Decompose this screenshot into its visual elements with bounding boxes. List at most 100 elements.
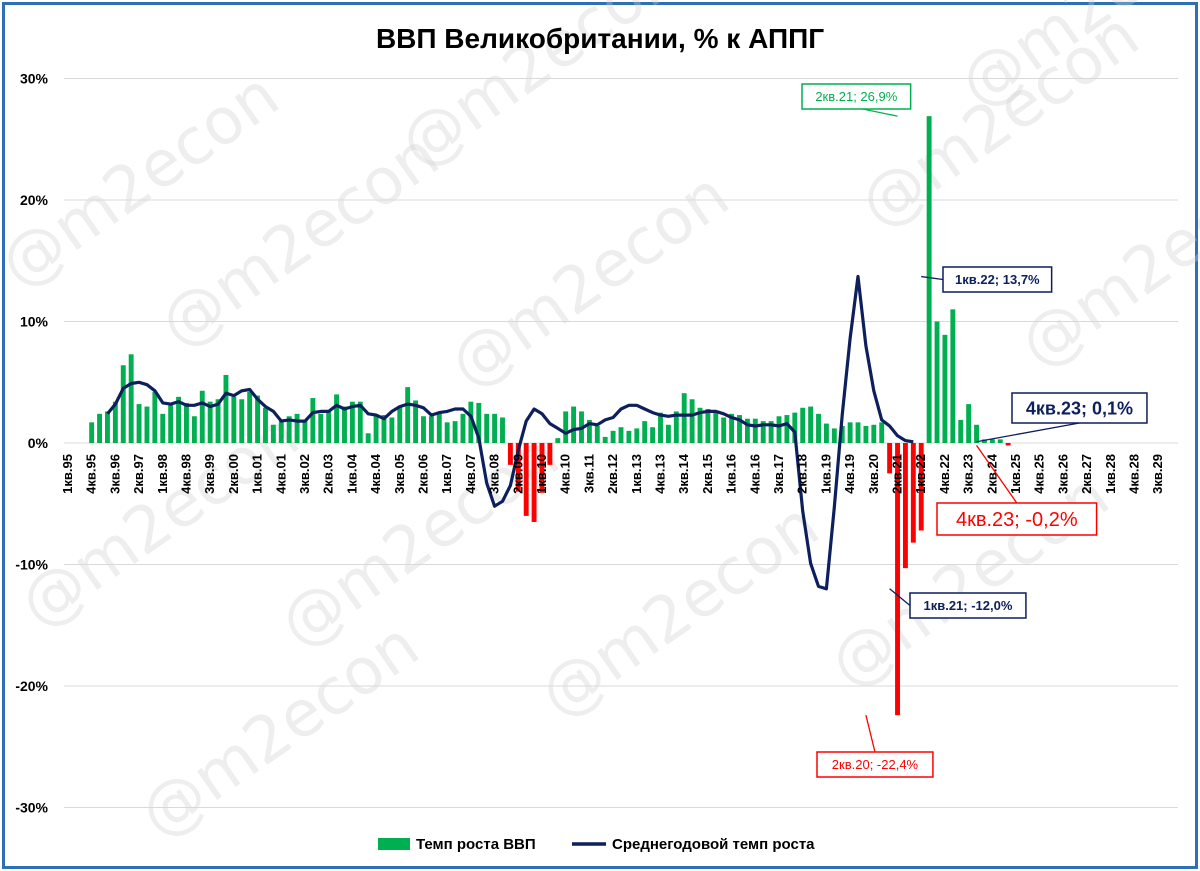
x-tick-label-7: 2кв.00 [226, 454, 241, 494]
gdp-bar-40 [381, 415, 387, 443]
gdp-bar-21 [231, 396, 237, 443]
x-tick-label-13: 4кв.04 [368, 453, 383, 494]
gdp-bar-44 [413, 400, 419, 443]
x-tick-label-17: 4кв.07 [463, 454, 478, 494]
x-tick-label-2: 3кв.96 [107, 454, 122, 494]
gdp-bar-64 [571, 406, 577, 443]
gdp-bar-114 [966, 404, 972, 443]
x-tick-label-42: 3кв.26 [1055, 454, 1070, 494]
x-tick-label-14: 3кв.05 [392, 454, 407, 494]
annotation-leader-3 [975, 445, 1018, 504]
gdp-bar-88 [760, 421, 766, 443]
x-tick-label-28: 1кв.16 [724, 454, 739, 494]
gdp-bar-96 [823, 423, 829, 443]
gdp-bar-9 [136, 404, 142, 443]
gdp-bar-58 [523, 443, 529, 516]
x-tick-label-30: 3кв.17 [771, 454, 786, 494]
gdp-bar-77 [673, 411, 679, 443]
y-tick-label-3: 0% [28, 435, 49, 451]
x-tick-label-9: 4кв.01 [273, 454, 288, 494]
gdp-bar-108 [918, 443, 924, 531]
x-tick-label-24: 1кв.13 [629, 454, 644, 494]
gdp-bar-66 [586, 419, 592, 443]
x-tick-label-0: 1кв.95 [60, 454, 75, 494]
gdp-bar-19 [215, 399, 221, 443]
gdp-bar-53 [484, 413, 490, 443]
gdp-bar-59 [531, 443, 537, 522]
gdp-bar-61 [547, 443, 553, 465]
x-tick-label-44: 1кв.28 [1103, 454, 1118, 494]
gdp-bar-5 [105, 411, 110, 443]
gdp-bar-25 [263, 407, 268, 443]
gdp-bar-20 [223, 374, 229, 443]
gdp-bar-110 [934, 321, 940, 443]
gdp-bar-13 [168, 404, 174, 443]
gdp-bar-93 [800, 407, 806, 443]
gdp-bar-27 [278, 421, 284, 443]
annotation-box-0 [801, 83, 912, 110]
gdp-bar-22 [239, 399, 245, 443]
gdp-bar-51 [468, 401, 474, 443]
gdp-bar-87 [752, 418, 758, 443]
gdp-bar-95 [816, 413, 821, 443]
gridlines [64, 78, 1178, 808]
gdp-bar-106 [902, 443, 908, 569]
annotation-box-4 [909, 592, 1027, 619]
annotations: 2кв.21; 26,9% 1кв.22; 13,7% 4кв.23; 0,1% 4к… [801, 83, 1148, 778]
gdp-bar-83 [721, 417, 727, 443]
x-tick-label-40: 1кв.25 [1008, 454, 1023, 494]
gdp-bar-60 [539, 443, 545, 493]
x-tick-label-38: 3кв.23 [961, 454, 976, 494]
gdp-bar-85 [737, 415, 742, 443]
gdp-bar-30 [302, 421, 308, 443]
gdp-bar-69 [610, 430, 616, 443]
x-tick-label-1: 4кв.95 [84, 454, 99, 494]
average-growth-line [106, 274, 914, 591]
x-tick-label-31: 2кв.18 [795, 454, 810, 494]
gdp-bar-7 [120, 365, 126, 443]
gdp-bar-26 [270, 424, 276, 443]
gdp-bar-50 [460, 413, 466, 443]
gdp-bar-29 [294, 413, 300, 443]
gdp-bar-67 [594, 425, 600, 443]
gdp-bar-39 [373, 415, 379, 443]
average-line-layer [106, 274, 914, 591]
gdp-bar-52 [476, 402, 482, 443]
x-tick-label-37: 4кв.22 [937, 454, 952, 494]
annotation-label-5: 2кв.20; -22,4% [832, 757, 919, 772]
gdp-bar-117 [989, 439, 995, 443]
x-tick-label-33: 4кв.19 [842, 454, 857, 494]
x-tick-label-5: 4кв.98 [178, 454, 193, 494]
x-tick-label-8: 1кв.01 [250, 454, 265, 494]
gdp-bar-76 [665, 424, 671, 443]
watermark-6: @m2econ [1007, 138, 1200, 383]
x-tick-label-15: 2кв.06 [415, 454, 430, 494]
gdp-bar-37 [357, 401, 363, 443]
gdp-bar-70 [618, 427, 624, 443]
watermark-3: @m2econ [437, 158, 743, 403]
gdp-bar-99 [847, 422, 853, 443]
gdp-bar-8 [128, 354, 134, 443]
annotation-leader-1 [921, 275, 944, 281]
gdp-bar-34 [334, 394, 340, 443]
gdp-bar-105 [895, 443, 900, 716]
gdp-bar-111 [942, 334, 948, 443]
gdp-bar-18 [207, 401, 213, 443]
gdp-bar-45 [421, 416, 426, 443]
x-tick-label-43: 2кв.27 [1079, 454, 1094, 494]
annotation-label-2: 4кв.23; 0,1% [1026, 398, 1133, 418]
gdp-bar-103 [879, 422, 885, 443]
gdp-bar-38 [365, 433, 371, 443]
gdp-bar-94 [808, 406, 814, 443]
gdp-bar-119 [1005, 443, 1011, 446]
gdp-bar-92 [792, 412, 798, 443]
y-tick-label-1: 20% [20, 192, 49, 208]
annotation-box-5 [816, 751, 934, 778]
gdp-bar-101 [863, 425, 869, 443]
watermark-10: @m2econ [817, 458, 1123, 703]
annotation-label-3: 4кв.23; -0,2% [956, 509, 1078, 531]
annotation-label-0: 2кв.21; 26,9% [815, 89, 897, 104]
gdp-bar-15 [184, 402, 189, 443]
x-tick-label-22: 3кв.11 [581, 454, 596, 493]
